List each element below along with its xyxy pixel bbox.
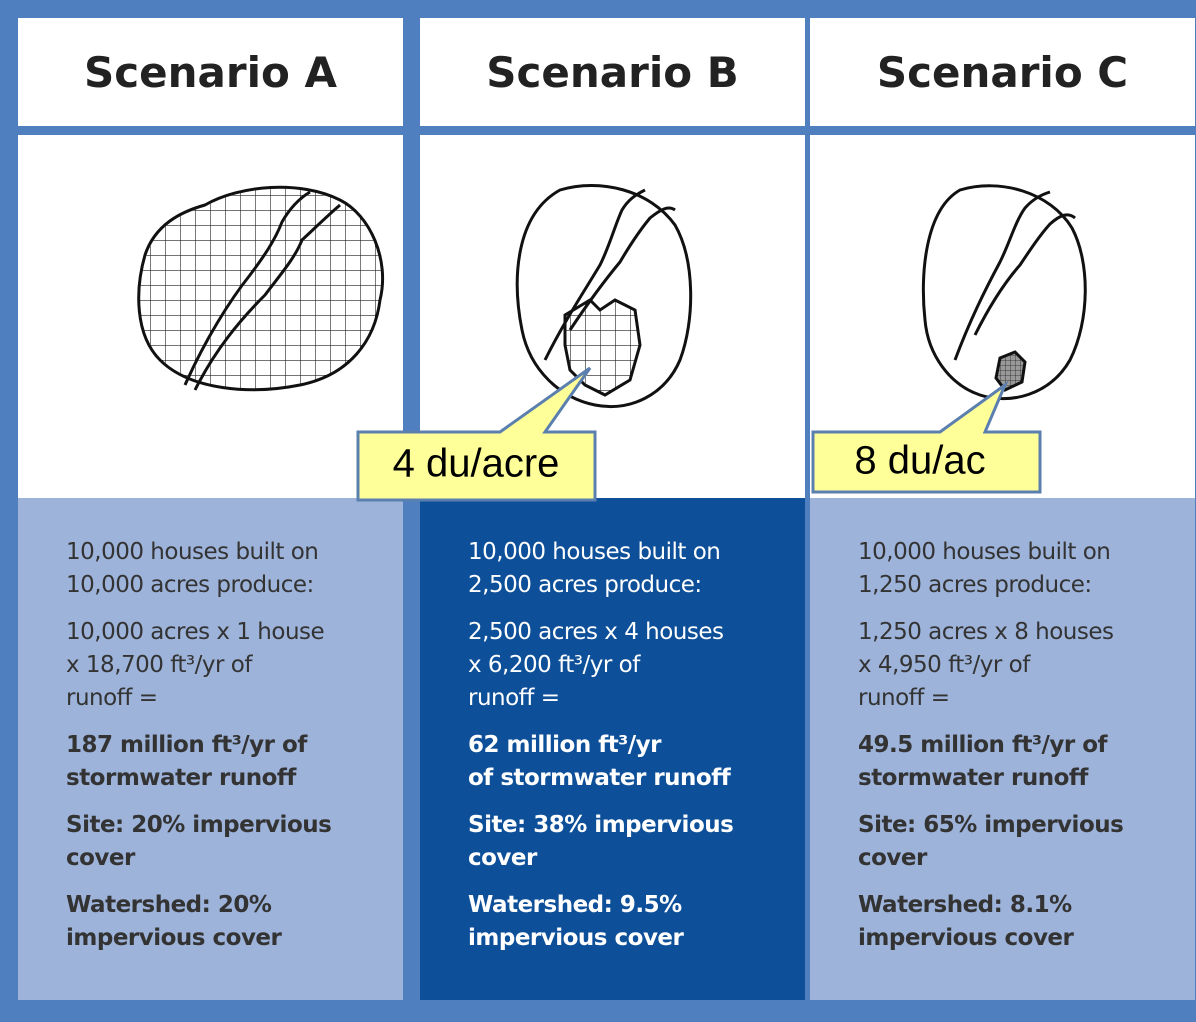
text-line: impervious cover xyxy=(66,925,282,951)
calculation: 1,250 acres x 8 houses x 4,950 ft³/yr of r… xyxy=(858,616,1123,715)
text-line: stormwater runoff xyxy=(66,765,296,791)
callout-label: 8 du/ac xyxy=(854,439,985,483)
watershed: Watershed: 20% impervious cover xyxy=(66,889,331,955)
text-line: 1,250 acres x 8 houses xyxy=(858,619,1114,645)
text-line: cover xyxy=(468,845,537,871)
calculation: 2,500 acres x 4 houses x 6,200 ft³/yr of r… xyxy=(468,616,733,715)
description: 10,000 houses built on 10,000 acres produ… xyxy=(66,536,331,602)
text-line: of stormwater runoff xyxy=(468,765,731,791)
text-line: x 6,200 ft³/yr of xyxy=(468,652,640,678)
text-line: Watershed: 9.5% xyxy=(468,892,682,918)
text-body: 10,000 houses built on 1,250 acres produc… xyxy=(858,536,1124,969)
text-line: cover xyxy=(858,845,927,871)
description: 10,000 houses built on 1,250 acres produc… xyxy=(858,536,1123,602)
text-line: 10,000 houses built on xyxy=(66,539,319,565)
text-line: 10,000 houses built on xyxy=(858,539,1111,565)
text-line: 62 million ft³/yr xyxy=(468,732,662,758)
text-panel: 10,000 houses built on 1,250 acres produc… xyxy=(810,498,1195,1000)
text-line: Watershed: 8.1% xyxy=(858,892,1072,918)
text-line: impervious cover xyxy=(468,925,684,951)
scenario-title: Scenario A xyxy=(18,18,403,126)
text-line: 2,500 acres produce: xyxy=(468,572,702,598)
callout-label: 4 du/acre xyxy=(393,442,560,486)
text-line: 10,000 houses built on xyxy=(468,539,721,565)
text-line: stormwater runoff xyxy=(858,765,1088,791)
calculation: 10,000 acres x 1 house x 18,700 ft³/yr of… xyxy=(66,616,331,715)
callout-c: 8 du/ac xyxy=(811,380,1042,494)
site: Site: 65% impervious cover xyxy=(858,809,1124,875)
runoff: 49.5 million ft³/yr of stormwater runoff xyxy=(858,729,1123,795)
text-line: x 18,700 ft³/yr of xyxy=(66,652,252,678)
text-body: 10,000 houses built on 2,500 acres produc… xyxy=(468,536,734,969)
watershed-a xyxy=(137,185,385,392)
text-line: runoff = xyxy=(468,685,560,711)
scenario-title: Scenario C xyxy=(810,18,1195,126)
text-line: 1,250 acres produce: xyxy=(858,572,1092,598)
text-line: Site: 65% impervious xyxy=(858,812,1124,838)
text-panel: 10,000 houses built on 2,500 acres produc… xyxy=(420,498,805,1000)
text-line: Site: 38% impervious xyxy=(468,812,734,838)
site: Site: 38% impervious cover xyxy=(468,809,734,875)
text-line: cover xyxy=(66,845,135,871)
text-line: impervious cover xyxy=(858,925,1074,951)
runoff: 187 million ft³/yr of stormwater runoff xyxy=(66,729,331,795)
callout-b: 4 du/acre xyxy=(356,366,597,502)
scenario-title: Scenario B xyxy=(420,18,805,126)
text-body: 10,000 houses built on 10,000 acres produ… xyxy=(66,536,332,969)
text-line: runoff = xyxy=(66,685,158,711)
text-line: runoff = xyxy=(858,685,950,711)
text-line: 10,000 acres x 1 house xyxy=(66,619,325,645)
watershed-c xyxy=(921,184,1087,401)
text-line: 2,500 acres x 4 houses xyxy=(468,619,724,645)
text-line: 10,000 acres produce: xyxy=(66,572,314,598)
site: Site: 20% impervious cover xyxy=(66,809,332,875)
text-line: Site: 20% impervious xyxy=(66,812,332,838)
description: 10,000 houses built on 2,500 acres produc… xyxy=(468,536,733,602)
watershed-b xyxy=(515,183,693,408)
watershed: Watershed: 8.1% impervious cover xyxy=(858,889,1123,955)
text-line: Watershed: 20% xyxy=(66,892,272,918)
text-line: 49.5 million ft³/yr of xyxy=(858,732,1108,758)
text-line: x 4,950 ft³/yr of xyxy=(858,652,1030,678)
text-line: 187 million ft³/yr of xyxy=(66,732,307,758)
runoff: 62 million ft³/yr of stormwater runoff xyxy=(468,729,733,795)
text-panel: 10,000 houses built on 10,000 acres produ… xyxy=(18,498,403,1000)
watershed: Watershed: 9.5% impervious cover xyxy=(468,889,733,955)
